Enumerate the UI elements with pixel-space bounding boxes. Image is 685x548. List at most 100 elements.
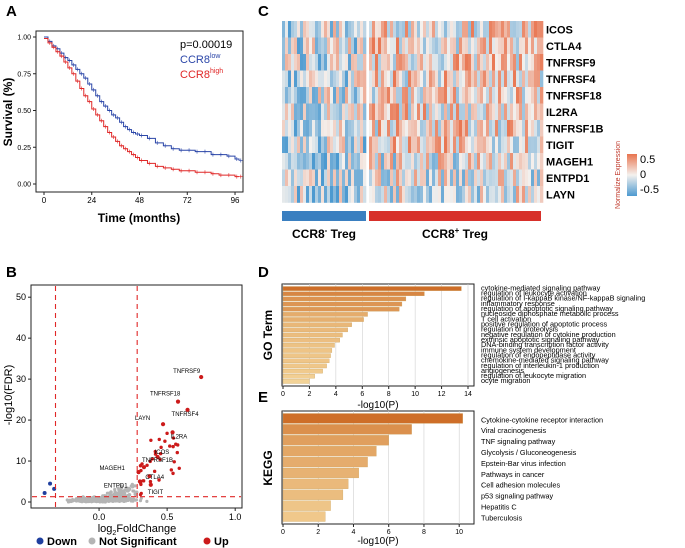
volcano-point [115,499,119,503]
heatmap-cell [534,87,538,104]
heatmap-cell [315,169,319,187]
heatmap-cell [345,169,349,187]
heatmap-cell [360,103,364,121]
heatmap-cell [342,120,346,137]
heatmap-cell [414,87,418,104]
heatmap-cell [306,21,310,38]
heatmap-gene-label: IL2RA [546,107,578,119]
heatmap-cell [411,54,415,71]
volcano-gene-label: ICOS [155,450,170,456]
volcano-point-up [148,479,153,484]
survival-ytick-label: 0.00 [17,182,31,189]
heatmap-cell [510,54,514,71]
heatmap-cell [486,37,490,55]
heatmap-cell [489,54,493,71]
heatmap-cell [309,153,313,170]
heatmap-cell [537,153,541,170]
heatmap-cell [486,21,490,38]
neg-tail: Treg [327,227,356,241]
heatmap-cell [393,120,397,137]
volcano-point-up [174,442,178,446]
heatmap-cell [309,37,313,55]
heatmap-cell [291,103,295,121]
survival-censor-mark [179,148,184,153]
heatmap-cell [372,120,376,137]
heatmap-cell [354,21,358,38]
volcano-point-up [152,469,157,474]
go-term-label: DNA-binding transcription factor activit… [481,340,609,349]
heatmap-cell [522,103,526,121]
heatmap-cell [294,21,298,38]
heatmap-cell [282,169,286,187]
heatmap-cell [363,37,367,55]
heatmap-cell [519,87,523,104]
heatmap-cell [378,169,382,187]
volcano-ytick-label: 30 [16,374,26,384]
heatmap-cell [294,136,298,154]
heatmap-cell [297,54,301,71]
heatmap-cell [354,120,358,137]
heatmap-cell [381,70,385,88]
heatmap-cell [540,54,544,71]
xlabel-sub: 2 [112,530,116,537]
heatmap-cell [342,87,346,104]
heatmap-cell [288,120,292,137]
heatmap-cell [510,87,514,104]
volcano-point [124,486,128,491]
heatmap-cell [300,87,304,104]
heatmap-cell [408,70,412,88]
heatmap-cell [417,169,421,187]
volcano-point [128,493,132,497]
heatmap-cell [387,120,391,137]
volcano-ytick-label: 40 [16,333,26,343]
heatmap-cell [312,153,316,170]
heatmap-cell [504,120,508,137]
pos-base: CCR8 [422,227,455,241]
heatmap-cell [516,54,520,71]
heatmap-cell [306,54,310,71]
heatmap-cell [489,153,493,170]
go-bar [282,353,331,358]
heatmap-cell [399,70,403,88]
heatmap-cell [375,186,379,203]
heatmap-cell [417,186,421,203]
heatmap-cell [498,186,502,203]
go-term-label: regulation of I-kappaB kinase/NF-kappaB … [481,294,645,303]
heatmap-cell [288,169,292,187]
heatmap-cell [531,87,535,104]
survival-censor-mark [51,45,56,50]
group-label-pos: CCR8+ Treg [422,226,488,241]
heatmap-cell [336,87,340,104]
heatmap-cell [435,186,439,203]
survival-xtick-label: 0 [42,196,47,205]
survival-censor-mark [210,152,215,157]
heatmap-cell [516,87,520,104]
heatmap-cell [288,70,292,88]
volcano-xlabel: log2FoldChange [98,523,177,537]
heatmap-cell [300,186,304,203]
heatmap-cell [408,54,412,71]
heatmap-cell [444,186,448,203]
survival-censor-mark [119,120,124,125]
survival-censor-mark [155,164,160,169]
heatmap-cell [309,186,313,203]
heatmap-cell [306,37,310,55]
heatmap-cell [474,21,478,38]
heatmap-cell [285,169,289,187]
heatmap-cell [303,153,307,170]
heatmap-cell [432,120,436,137]
heatmap-cell [462,103,466,121]
heatmap-cell [501,103,505,121]
heatmap-cell [327,54,331,71]
survival-censor-mark [71,71,76,76]
heatmap-cell [378,136,382,154]
heatmap-cell [459,21,463,38]
go-bar [282,327,348,333]
heatmap-cell [294,70,298,88]
heatmap-cell [504,169,508,187]
heatmap-cell [423,153,427,170]
heatmap-cell [513,54,517,71]
survival-xtick-label: 96 [231,196,240,205]
kegg-term-label: Viral cracinogenesis [481,426,547,435]
heatmap-cell [522,37,526,55]
